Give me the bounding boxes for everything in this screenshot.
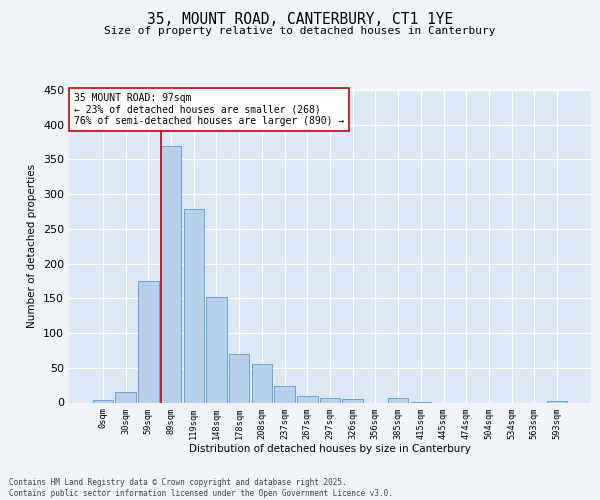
Bar [343, 399, 363, 402]
Bar [115, 392, 136, 402]
Bar [388, 398, 409, 402]
Bar [161, 146, 181, 402]
Y-axis label: Number of detached properties: Number of detached properties [28, 164, 37, 328]
Bar [229, 354, 250, 403]
Bar [547, 401, 567, 402]
Bar [274, 386, 295, 402]
X-axis label: Distribution of detached houses by size in Canterbury: Distribution of detached houses by size … [189, 444, 471, 454]
Text: 35 MOUNT ROAD: 97sqm
← 23% of detached houses are smaller (268)
76% of semi-deta: 35 MOUNT ROAD: 97sqm ← 23% of detached h… [74, 93, 344, 126]
Bar [297, 396, 317, 402]
Bar [184, 210, 204, 402]
Bar [138, 281, 158, 402]
Text: Size of property relative to detached houses in Canterbury: Size of property relative to detached ho… [104, 26, 496, 36]
Bar [320, 398, 340, 402]
Bar [93, 400, 113, 402]
Bar [206, 297, 227, 403]
Text: Contains HM Land Registry data © Crown copyright and database right 2025.
Contai: Contains HM Land Registry data © Crown c… [9, 478, 393, 498]
Bar [251, 364, 272, 403]
Text: 35, MOUNT ROAD, CANTERBURY, CT1 1YE: 35, MOUNT ROAD, CANTERBURY, CT1 1YE [147, 12, 453, 28]
